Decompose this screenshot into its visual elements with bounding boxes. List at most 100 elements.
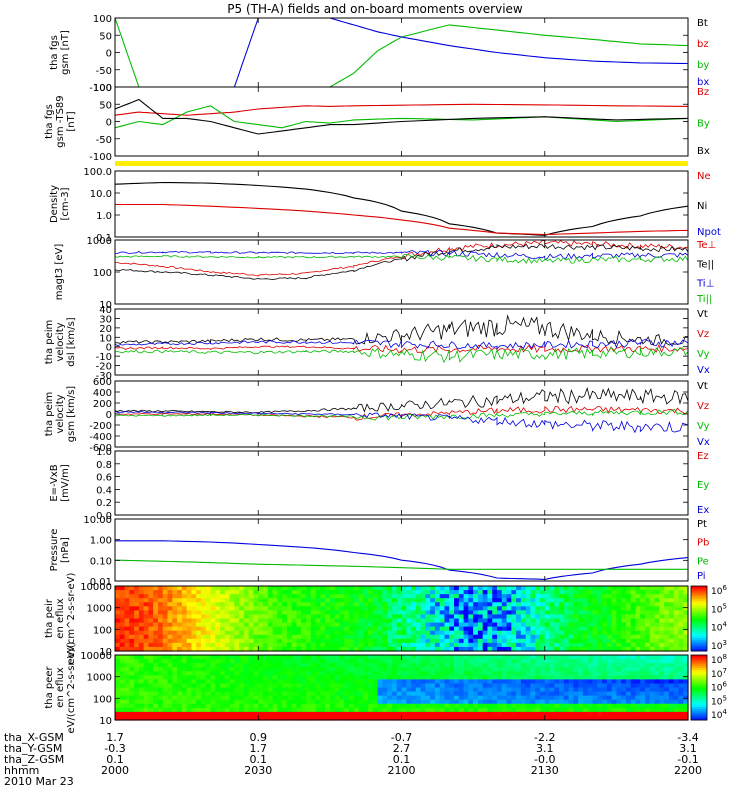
heatmap-cell [406,638,412,644]
footer-value: 1.7 [106,731,124,744]
heatmap-cell [387,634,393,640]
heatmap-cell [153,602,159,607]
heatmap-cell [544,715,551,721]
heatmap-cell [487,618,493,624]
heatmap-cell [473,634,479,640]
heatmap-cell [606,646,613,652]
heatmap-cell [310,675,317,680]
heatmap-cell [473,711,479,717]
heatmap-cell [401,695,407,701]
heatmap-cell [391,707,398,713]
heatmap-cell [296,630,302,636]
heatmap-cell [115,590,121,595]
heatmap-cell [520,586,527,591]
heatmap-cell [253,667,259,672]
heatmap-cell [368,659,374,664]
heatmap-cell [253,642,259,648]
series-Bz [114,103,689,116]
heatmap-cell [263,630,269,636]
heatmap-cell [186,638,192,644]
heatmap-cell [234,687,240,693]
heatmap-cell [549,622,555,628]
heatmap-cell [506,638,512,644]
heatmap-cell [477,703,484,709]
heatmap-cell [559,715,565,721]
heatmap-cell [339,707,345,713]
heatmap-cell [363,699,369,705]
heatmap-cell [382,671,388,676]
heatmap-cell [530,695,536,701]
heatmap-cell [683,614,689,620]
heatmap-cell [167,646,173,652]
heatmap-cell [172,699,178,705]
heatmap-cell [539,634,546,640]
heatmap-cell [449,707,455,713]
heatmap-cell [220,671,226,676]
heatmap-cell [301,614,307,620]
heatmap-cell [119,679,126,685]
heatmap-cell [439,659,446,664]
heatmap-cell [611,663,617,668]
heatmap-cell [559,610,565,616]
footer-label-z: tha_Z-GSM [4,753,65,766]
heatmap-cell [616,606,622,611]
heatmap-cell [229,646,235,652]
heatmap-cell [138,614,145,620]
y-axis-label: tha fgs [49,35,60,70]
heatmap-cell [520,663,527,668]
heatmap-cell [368,699,374,705]
heatmap-cell [181,606,188,611]
heatmap-cell [544,683,551,689]
heatmap-cell [282,634,288,640]
heatmap-cell [535,703,541,709]
heatmap-cell [535,687,541,693]
heatmap-cell [544,630,551,636]
heatmap-cell [563,683,570,689]
y-axis-label: tha peir [44,598,55,638]
heatmap-cell [191,687,197,693]
heatmap-cell [549,618,555,624]
heatmap-cell [449,679,455,685]
heatmap-cell [310,638,317,644]
heatmap-cell [272,606,278,611]
heatmap-cell [372,598,379,603]
heatmap-cell [272,598,278,603]
heatmap-cell [501,707,508,713]
heatmap-cell [678,707,684,713]
heatmap-cell [563,699,570,705]
heatmap-cell [220,594,226,599]
heatmap-cell [124,703,130,709]
heatmap-cell [525,622,532,628]
heatmap-cell [115,671,121,676]
heatmap-cell [353,659,360,664]
heatmap-cell [654,606,660,611]
heatmap-cell [348,683,355,689]
heatmap-cell [258,586,264,591]
heatmap-cell [640,610,646,616]
heatmap-cell [191,610,197,616]
heatmap-cell [482,695,489,701]
heatmap-cell [329,626,336,632]
heatmap-cell [463,598,469,603]
heatmap-cell [473,667,479,672]
heatmap-cell [148,610,154,616]
heatmap-cell [645,663,651,668]
heatmap-cell [372,606,379,611]
heatmap-cell [621,606,627,611]
heatmap-cell [434,671,441,676]
heatmap-cell [138,675,145,680]
heatmap-cell [587,590,594,595]
heatmap-cell [611,687,617,693]
heatmap-cell [334,679,341,685]
heatmap-cell [243,703,250,709]
heatmap-cell [602,598,608,603]
heatmap-cell [315,695,321,701]
heatmap-cell [229,711,235,717]
heatmap-cell [530,679,536,685]
heatmap-cell [649,634,656,640]
heatmap-cell [191,675,197,680]
heatmap-cell [578,586,584,591]
heatmap-cell [296,614,302,620]
heatmap-cell [196,602,202,607]
